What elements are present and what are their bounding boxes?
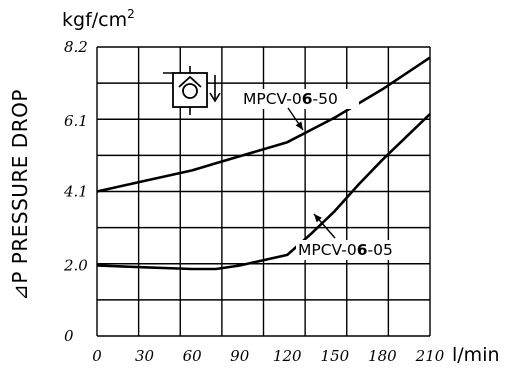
x-unit-label: l/min: [452, 344, 500, 366]
x-tick-label: 90: [230, 347, 250, 365]
y-axis-label: ⊿P PRESSURE DROP: [8, 89, 32, 301]
y-tick-label: 2.0: [63, 257, 88, 275]
y-unit-label: kgf/cm2: [62, 7, 135, 31]
series-label-2: MPCV-06-05: [298, 241, 393, 259]
x-tick-label: 180: [368, 347, 397, 365]
series-labels: MPCV-06-50 MPCV-06-05: [241, 89, 414, 260]
y-tick-label: 0: [64, 327, 74, 345]
x-tick-label: 210: [415, 347, 445, 365]
check-valve-icon: [163, 66, 221, 115]
label-backing: [241, 89, 359, 109]
series-line-2: [96, 113, 431, 271]
y-tick-label: 6.1: [64, 112, 88, 130]
leader-arrowhead: [295, 121, 303, 130]
x-tick-labels: 0 30 60 90 120 150 180 210: [92, 347, 445, 365]
series-line-1: [96, 56, 431, 193]
x-tick-label: 30: [135, 347, 155, 365]
y-tick-labels: 0 2.0 4.1 6.1 8.2: [63, 38, 88, 345]
x-tick-label: 120: [273, 347, 302, 365]
label-backing: [296, 240, 414, 260]
x-tick-label: 60: [183, 347, 203, 365]
leader-arrowhead: [314, 214, 322, 223]
curves: [96, 56, 431, 271]
x-tick-label: 0: [92, 347, 102, 365]
y-tick-label: 4.1: [63, 183, 88, 201]
x-tick-label: 150: [321, 347, 350, 365]
y-tick-label: 8.2: [64, 38, 88, 56]
series-label-1: MPCV-06-50: [243, 90, 338, 108]
